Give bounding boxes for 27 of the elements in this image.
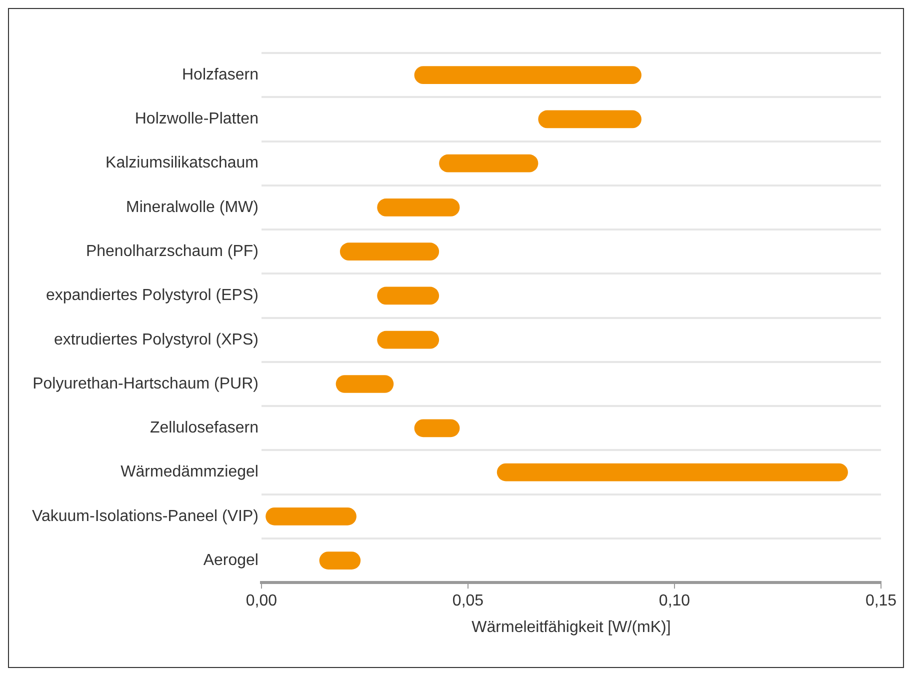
y-tick-label: Holzwolle-Platten: [134, 110, 258, 128]
bar: [496, 463, 848, 482]
y-tick-label: Aerogel: [203, 552, 258, 569]
y-tick-label: Zellulosefasern: [150, 420, 258, 437]
x-tick-label: 0,05: [452, 592, 484, 610]
x-tick-label: 0,15: [865, 592, 897, 610]
bar: [340, 242, 440, 261]
bar: [336, 375, 394, 393]
y-tick-label: expandiertes Polystyrol (EPS): [46, 287, 258, 304]
bar: [414, 66, 642, 84]
x-tick-label: 0,10: [658, 592, 690, 610]
y-tick-label: Vakuum-Isolations-Paneel (VIP): [32, 508, 258, 525]
y-tick-label: Polyurethan-Hartschaum (PUR): [32, 375, 258, 392]
x-axis-title: Wärmeleitfähigkeit [W/(mK)]: [472, 618, 671, 636]
y-tick-label: extrudiertes Polystyrol (XPS): [54, 331, 258, 348]
bar: [377, 198, 460, 216]
y-tick-label: Holzfasern: [182, 66, 258, 84]
bar: [266, 507, 356, 526]
x-tick-label: 0,00: [246, 592, 278, 610]
bar: [377, 330, 440, 349]
bar: [377, 286, 440, 305]
bar: [439, 154, 538, 172]
y-tick-label: Wärmedämmziegel: [120, 464, 258, 481]
y-tick-label: Phenolharzschaum (PF): [86, 243, 258, 260]
bar: [538, 110, 642, 128]
y-tick-label: Kalziumsilikatschaum: [106, 154, 258, 172]
y-tick-label: Mineralwolle (MW): [126, 198, 258, 216]
